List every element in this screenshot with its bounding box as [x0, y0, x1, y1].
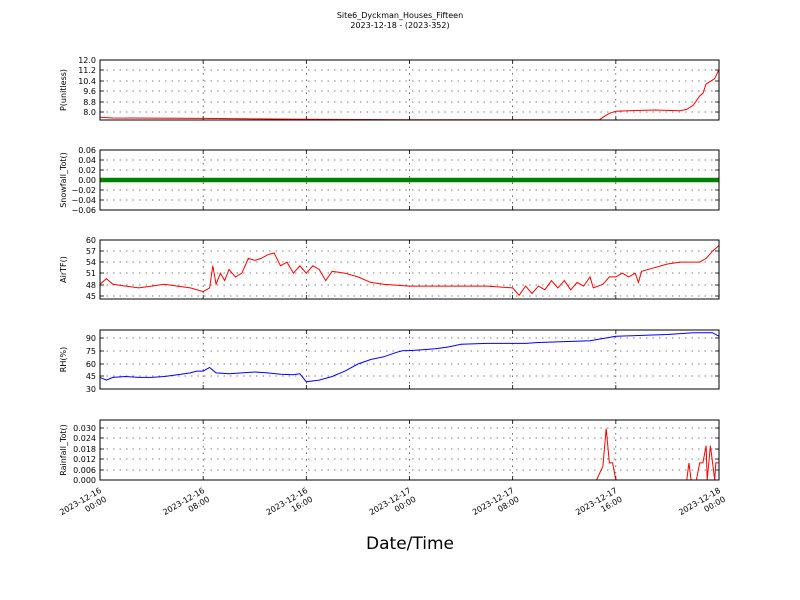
x-tick-label: 2023-12-1600:00 — [58, 486, 108, 526]
x-axis-label: Date/Time — [366, 534, 454, 554]
y-tick-label: 9.6 — [83, 87, 96, 96]
y-tick-label: 57 — [86, 247, 96, 256]
y-tick-label: 30 — [86, 385, 96, 394]
y-tick-label: 45 — [86, 372, 96, 381]
y-tick-label: 60 — [86, 236, 96, 245]
y-axis-label: RH(%) — [59, 347, 68, 372]
y-tick-label: 0.06 — [78, 146, 96, 155]
y-tick-label: 0.02 — [78, 166, 96, 175]
y-tick-label: 51 — [86, 269, 96, 278]
y-tick-label: 0.024 — [73, 434, 96, 443]
panel-frame — [99, 419, 720, 481]
y-tick-label: 45 — [86, 292, 96, 301]
y-axis-label: Snowfall_Tot() — [59, 152, 68, 208]
y-tick-label: −0.02 — [71, 186, 96, 195]
series-line — [99, 332, 720, 383]
panel-4: 90 75 60 45 30 RH(%) — [59, 329, 720, 394]
y-tick-label: 11.2 — [78, 66, 96, 75]
series-line — [99, 245, 720, 297]
y-tick-label: −0.06 — [71, 206, 96, 215]
y-tick-label: −0.04 — [71, 196, 96, 205]
y-tick-label: 0.012 — [73, 455, 96, 464]
y-tick-label: 48 — [86, 281, 96, 290]
y-tick-label: 12.0 — [78, 56, 96, 65]
y-tick-label: 10.4 — [78, 77, 96, 86]
y-tick-label: 0.006 — [73, 466, 96, 475]
y-axis-label: P(unitless) — [59, 69, 68, 111]
y-tick-label: 0.00 — [78, 176, 96, 185]
chart-title: Site6_Dyckman_Houses_Fifteen — [336, 11, 464, 20]
x-tick-label: 2023-12-1700:00 — [368, 486, 418, 526]
y-tick-label: 60 — [86, 360, 96, 369]
y-tick-label: 0.04 — [78, 156, 96, 165]
y-tick-label: 0.030 — [73, 424, 96, 433]
y-tick-label: 8.8 — [83, 98, 96, 107]
panel-2: 0.060.040.020.00−0.02−0.04−0.06Snowfall_… — [59, 146, 720, 215]
panel-3: 60 57 54 51 48 45 AirTF() — [59, 236, 720, 301]
x-tick-label: 2023-12-1800:00 — [677, 486, 727, 526]
x-tick-label: 2023-12-1616:00 — [265, 486, 315, 526]
panel-1: 12.011.2 10.49.6 8.88.0 P(unitless) — [59, 56, 720, 121]
x-tick-label: 2023-12-1708:00 — [471, 486, 521, 526]
y-tick-label: 0.000 — [73, 476, 96, 485]
panel-frame — [99, 149, 720, 211]
panel-frame — [99, 239, 720, 300]
chart-subtitle: 2023-12-18 - (2023-352) — [350, 21, 450, 30]
y-tick-label: 8.0 — [83, 108, 96, 117]
y-tick-label: 0.018 — [73, 445, 96, 454]
y-tick-label: 54 — [86, 258, 96, 267]
y-tick-label: 90 — [86, 334, 96, 343]
panel-frame — [99, 59, 720, 121]
y-axis-label: Rainfall_Tot() — [59, 424, 68, 476]
panel-frame — [99, 329, 720, 390]
x-tick-label: 2023-12-1608:00 — [161, 486, 211, 526]
x-tick-label: 2023-12-1716:00 — [574, 486, 624, 526]
y-axis-label: AirTF() — [59, 256, 68, 283]
y-tick-label: 75 — [86, 347, 96, 356]
series-line — [99, 69, 720, 121]
